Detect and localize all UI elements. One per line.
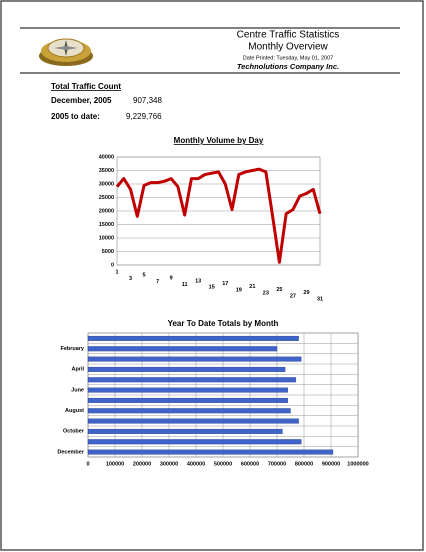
x-tick-label: 23 (263, 291, 269, 297)
y-tick-label: June (71, 387, 84, 393)
summary-heading: Total Traffic Count (51, 82, 121, 91)
y-tick-label: December (57, 449, 84, 455)
x-tick-label: 25 (276, 287, 282, 293)
x-tick-label: 11 (182, 282, 188, 288)
x-tick-label: 800000 (295, 461, 313, 467)
x-tick-label: 600000 (241, 461, 259, 467)
y-tick-label: 10000 (99, 235, 114, 241)
y-tick-label: October (63, 429, 85, 435)
bar (87, 356, 302, 362)
bar (87, 377, 297, 383)
y-tick-label: 5000 (102, 249, 114, 255)
chart-title: Monthly Volume by Day (174, 136, 264, 145)
bar (87, 397, 288, 403)
bar (87, 449, 334, 455)
x-tick-label: 900000 (322, 461, 340, 467)
x-tick-label: 700000 (268, 461, 286, 467)
summary-label: December, 2005 (51, 96, 112, 105)
x-tick-label: 13 (195, 278, 201, 284)
bar (87, 428, 283, 434)
x-tick-label: 29 (303, 290, 309, 296)
chart-title: Year To Date Totals by Month (168, 319, 279, 328)
x-tick-label: 9 (170, 275, 173, 281)
y-tick-label: 20000 (99, 208, 114, 214)
summary-label: 2005 to date: (51, 112, 100, 121)
x-tick-label: 17 (222, 281, 228, 287)
bar (87, 387, 288, 393)
header-subtitle: Monthly Overview (248, 42, 328, 53)
x-tick-label: 500000 (214, 461, 232, 467)
bar (87, 418, 299, 424)
header-date: Date Printed: Tuesday, May 01, 2007 (243, 55, 333, 61)
y-tick-label: 25000 (99, 195, 114, 201)
bar (87, 335, 299, 341)
x-tick-label: 27 (290, 294, 296, 300)
y-tick-label: 35000 (99, 168, 114, 174)
x-tick-label: 100000 (106, 461, 124, 467)
y-tick-label: 40000 (99, 154, 114, 160)
y-tick-label: 30000 (99, 181, 114, 187)
x-tick-label: 0 (86, 461, 89, 467)
y-tick-label: 15000 (99, 222, 114, 228)
y-tick-label: April (71, 367, 84, 373)
header-company: Technolutions Company Inc. (237, 62, 339, 71)
x-tick-label: 3 (129, 276, 132, 282)
x-tick-label: 300000 (160, 461, 178, 467)
x-tick-label: 15 (209, 285, 215, 291)
header-title: Centre Traffic Statistics (237, 30, 340, 41)
x-tick-label: 21 (249, 284, 255, 290)
bar (87, 366, 286, 372)
x-tick-label: 1 (115, 269, 118, 275)
y-tick-label: August (65, 408, 84, 414)
bar (87, 439, 302, 445)
bar (87, 408, 291, 414)
summary-value: 907,348 (133, 96, 162, 105)
y-tick-label: 0 (111, 262, 114, 268)
x-tick-label: 19 (236, 288, 242, 294)
bar (87, 346, 278, 352)
x-tick-label: 7 (156, 279, 159, 285)
x-tick-label: 400000 (187, 461, 205, 467)
x-tick-label: 31 (317, 296, 323, 302)
x-tick-label: 200000 (133, 461, 151, 467)
x-tick-label: 5 (143, 272, 146, 278)
y-tick-label: February (60, 346, 84, 352)
data-line (115, 167, 322, 264)
summary-value: 9,229,766 (126, 112, 162, 121)
x-tick-label: 1000000 (347, 461, 368, 467)
logo (39, 38, 93, 66)
